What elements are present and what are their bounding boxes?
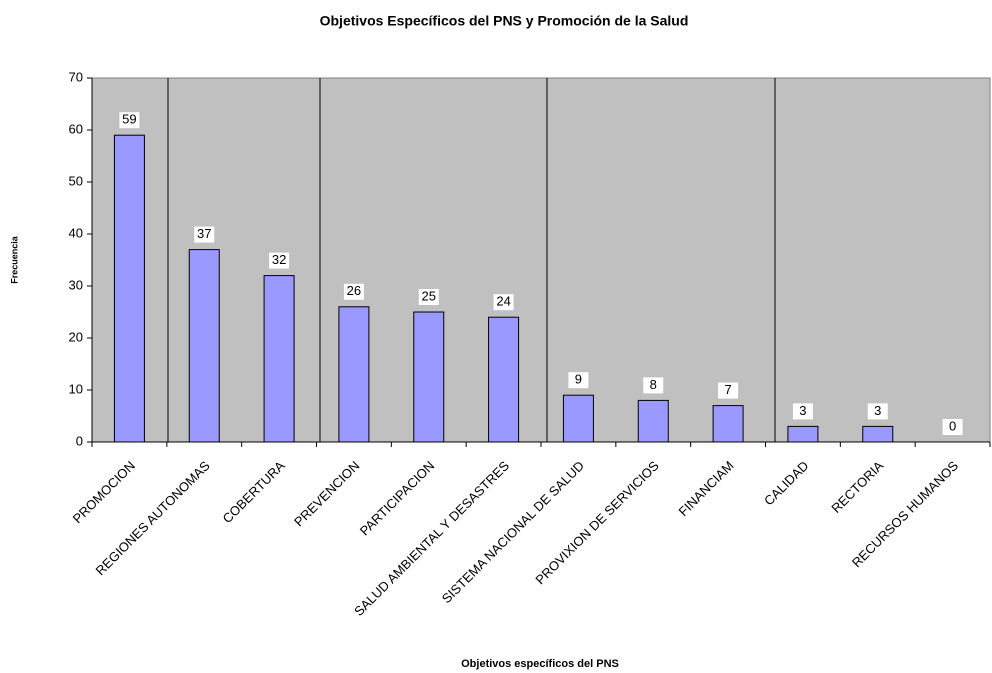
x-tick-label: SISTEMA NACIONAL DE SALUD <box>439 458 587 606</box>
bar <box>712 405 744 443</box>
value-label: 8 <box>650 377 657 392</box>
plot-area <box>91 77 991 443</box>
value-label: 59 <box>122 112 136 127</box>
bar <box>338 306 370 443</box>
x-tick-label: PROVIXION DE SERVICIOS <box>532 458 662 588</box>
x-tick-label: PROMOCION <box>70 458 138 526</box>
chart-title: Objetivos Específicos del PNS y Promoció… <box>320 13 689 29</box>
value-label-bg <box>119 112 140 129</box>
value-label: 3 <box>874 403 881 418</box>
bar <box>787 425 819 443</box>
x-tick-label: FINANCIAM <box>675 458 736 519</box>
y-tick-label: 40 <box>69 225 83 240</box>
value-label-bg <box>418 289 439 305</box>
value-label-bg <box>568 372 589 389</box>
y-tick-label: 0 <box>76 433 83 448</box>
bar <box>413 311 445 443</box>
value-label: 24 <box>496 294 510 309</box>
value-label: 37 <box>197 226 211 241</box>
bar <box>488 316 520 443</box>
y-tick-label: 20 <box>69 329 83 344</box>
value-label-bg <box>643 377 664 394</box>
x-tick-label: CALIDAD <box>761 458 811 508</box>
x-tick-label: RECTORIA <box>828 458 886 516</box>
x-tick-label: COBERTURA <box>219 458 287 526</box>
x-axis-title: Objetivos específicos del PNS <box>461 658 619 670</box>
bar <box>862 425 894 443</box>
value-label: 9 <box>575 372 582 387</box>
y-axis-title: Frecuencia <box>9 235 19 284</box>
y-tick-label: 70 <box>69 69 83 84</box>
bar <box>188 249 220 443</box>
value-label: 3 <box>799 403 806 418</box>
value-label-bg <box>867 403 888 420</box>
separators <box>167 78 776 442</box>
value-label-bg <box>792 403 813 420</box>
value-label: 0 <box>949 418 956 433</box>
bar <box>637 399 669 443</box>
y-tick-label: 50 <box>69 173 83 188</box>
bar <box>562 394 594 443</box>
value-label-bg <box>718 382 739 399</box>
value-label-bg <box>194 226 215 243</box>
bar <box>113 134 145 443</box>
value-label: 25 <box>422 288 436 303</box>
x-tick-label: SALUD AMBIENTAL Y DESASTRES <box>351 458 512 619</box>
x-tick-label: PARTICIPACION <box>357 458 438 539</box>
y-tick-label: 10 <box>69 381 83 396</box>
value-label: 7 <box>724 382 731 397</box>
value-label: 26 <box>347 283 361 298</box>
bar <box>263 275 295 443</box>
value-label: 32 <box>272 252 286 267</box>
value-label-bg <box>343 283 364 300</box>
x-tick-label: PREVENCION <box>291 458 362 529</box>
value-label-bg <box>269 252 290 269</box>
value-label-bg <box>942 419 963 435</box>
y-tick-label: 60 <box>69 121 83 136</box>
value-label-bg <box>493 294 514 311</box>
y-tick-label: 30 <box>69 277 83 292</box>
